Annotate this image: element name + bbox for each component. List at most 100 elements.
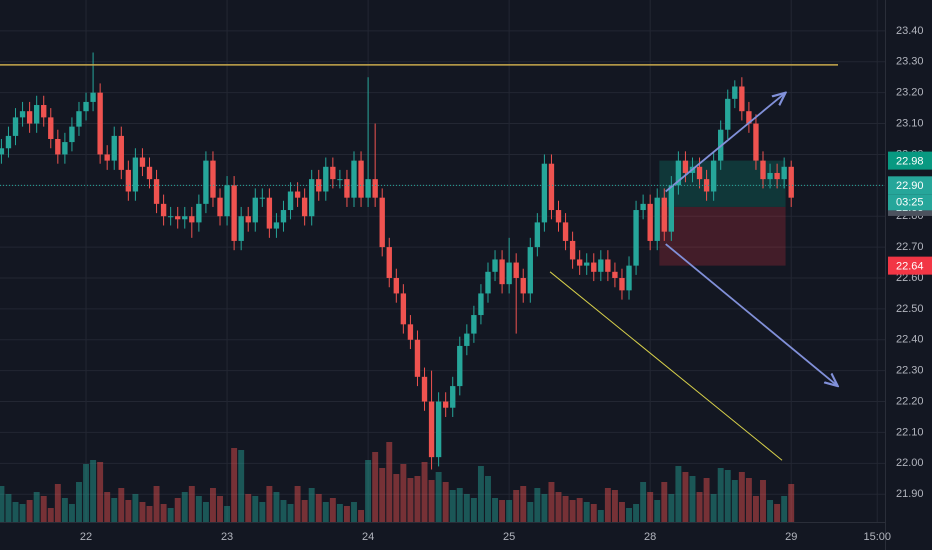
y-tick-label: 23.40	[896, 25, 924, 37]
volume-bar	[210, 488, 216, 522]
candle-body	[499, 259, 505, 285]
volume-bar	[202, 502, 209, 522]
volume-bar	[153, 486, 160, 522]
candle-body	[252, 197, 258, 223]
volume-bar	[682, 472, 689, 522]
candle-body	[125, 169, 132, 192]
volume-bar	[146, 506, 153, 522]
volume-bar	[633, 504, 640, 522]
candle-body	[710, 160, 717, 192]
volume-bar	[400, 464, 407, 522]
y-tick-label: 23.30	[896, 56, 924, 68]
candle-body	[160, 203, 167, 217]
candle-body	[654, 197, 660, 241]
candle-body	[640, 203, 646, 211]
volume-bar	[534, 488, 541, 522]
volume-bar	[703, 478, 710, 522]
volume-bar	[238, 450, 245, 522]
candle-body	[266, 197, 273, 229]
volume-bar	[224, 506, 231, 522]
y-tick-label: 22.60	[896, 272, 924, 284]
volume-bar	[647, 492, 654, 522]
volume-bar	[174, 498, 181, 522]
volume-bar	[132, 494, 139, 522]
volume-bar	[668, 494, 675, 522]
candle-body	[746, 111, 752, 124]
volume-bar	[428, 480, 435, 522]
volume-bar	[767, 500, 774, 522]
candle-body	[182, 216, 188, 220]
candle-body	[41, 105, 47, 118]
volume-bar	[273, 492, 280, 522]
candle-body	[527, 247, 533, 294]
x-tick-label: 25	[503, 531, 515, 543]
candle-body	[0, 148, 5, 155]
volume-bar	[576, 498, 583, 522]
volume-bar	[696, 492, 703, 522]
volume-bar	[351, 502, 357, 522]
countdown-bg	[888, 194, 932, 211]
volume-bar	[752, 496, 759, 522]
volume-bar	[590, 504, 597, 522]
candle-body	[196, 203, 202, 223]
candle-body	[210, 160, 216, 198]
y-tick-label: 22.40	[896, 334, 924, 346]
volume-bar	[463, 494, 470, 522]
candle-body	[90, 92, 96, 102]
volume-bar	[343, 506, 350, 522]
volume-bar	[160, 504, 167, 522]
candle-body	[76, 111, 82, 127]
volume-bar	[12, 502, 19, 522]
candle-body	[393, 277, 399, 294]
price-label: 22.64	[896, 261, 924, 273]
volume-bar	[449, 490, 456, 522]
volume-bar	[322, 502, 329, 522]
candle-body	[442, 401, 449, 408]
candle-body	[534, 222, 541, 248]
price-label: 22.90	[896, 180, 924, 192]
y-tick-label: 22.10	[896, 426, 924, 438]
price-label: 22.98	[896, 156, 924, 168]
candle-body	[675, 160, 682, 186]
volume-bar	[167, 508, 174, 522]
volume-bar	[252, 496, 259, 522]
volume-bar	[61, 498, 68, 522]
y-tick-label: 22.20	[896, 395, 924, 407]
volume-bar	[294, 486, 301, 522]
trend-line	[549, 271, 783, 461]
candle-body	[337, 179, 343, 181]
y-tick-label: 22.70	[896, 241, 924, 253]
candle-body	[598, 259, 604, 272]
candle-body	[576, 259, 583, 266]
volume-bar	[195, 496, 202, 522]
candle-body	[224, 185, 230, 217]
candle-body	[48, 117, 54, 139]
candle-body	[739, 86, 745, 112]
candle-body	[591, 262, 597, 272]
candle-body	[344, 179, 350, 198]
volume-bar	[386, 442, 393, 522]
volume-bar	[555, 492, 562, 522]
candle-body	[407, 324, 414, 340]
candle-body	[55, 138, 61, 155]
candle-body	[753, 123, 759, 161]
y-tick-label: 22.00	[896, 457, 924, 469]
volume-bar	[661, 482, 668, 522]
volume-bar	[47, 508, 54, 522]
candle-body	[612, 271, 618, 278]
candle-body	[428, 401, 435, 458]
candle-body	[245, 216, 251, 223]
candle-body	[139, 157, 146, 167]
candle-body	[767, 172, 773, 180]
y-tick-label: 21.90	[896, 488, 924, 500]
volume-bar	[266, 486, 273, 522]
volume-bar	[97, 462, 104, 522]
y-tick-label: 22.30	[896, 365, 924, 377]
candle-body	[146, 166, 153, 180]
volume-bar	[619, 502, 625, 522]
volume-bar	[379, 468, 386, 522]
countdown: 03:25	[896, 197, 924, 209]
candle-body	[725, 98, 731, 130]
candle-body	[541, 163, 548, 223]
volume-bar	[336, 504, 343, 522]
